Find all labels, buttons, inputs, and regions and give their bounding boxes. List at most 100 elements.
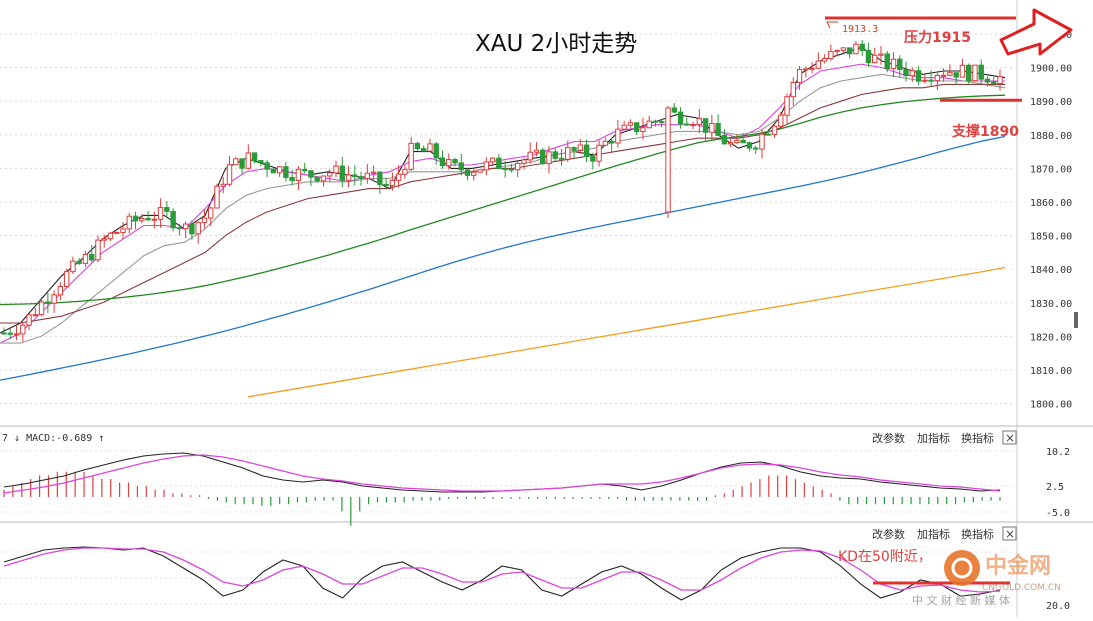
candle-body: [76, 260, 82, 264]
candle-body: [940, 74, 947, 77]
candle-body: [489, 157, 496, 163]
candle-body: [533, 149, 540, 153]
candle-body: [991, 81, 997, 84]
candle-body: [915, 70, 922, 82]
candle-body: [784, 96, 790, 116]
y-tick-label: 1890.00: [1030, 97, 1072, 108]
macd-switch-indicator-button[interactable]: 换指标: [961, 431, 994, 445]
candle-body: [627, 122, 634, 126]
candle-body: [176, 227, 183, 230]
watermark-slogan: 中 文 财 经 新 媒 体: [912, 593, 1010, 607]
candle-body: [358, 176, 364, 179]
candle-body: [95, 239, 101, 261]
candle-body: [114, 231, 120, 234]
kd-lines: [3, 546, 1001, 601]
candle-body: [226, 164, 233, 185]
y-tick-label: 1880.00: [1030, 131, 1072, 142]
candle-body: [352, 174, 358, 178]
main-candlesticks: [1, 39, 1003, 342]
candle-body: [608, 140, 615, 144]
candle-body: [972, 64, 978, 82]
candle-body: [859, 43, 865, 51]
candle-body: [602, 140, 609, 146]
macd-histogram: [3, 471, 1001, 526]
macd-y-tick: -5.0: [1046, 508, 1070, 519]
candle-body: [997, 76, 1003, 84]
macd-y-tick: 10.2: [1046, 447, 1070, 458]
candle-body: [778, 114, 784, 127]
candle-body: [696, 118, 703, 126]
kd-switch-indicator-button[interactable]: 换指标: [961, 527, 994, 541]
candle-body: [345, 174, 352, 181]
candle-body: [615, 128, 621, 144]
candle-body: [965, 64, 972, 82]
kd-grid: [0, 551, 1012, 605]
macd-close-button[interactable]: ×: [1002, 430, 1017, 445]
candle-body: [38, 301, 45, 316]
candle-body: [734, 139, 740, 144]
candle-body: [865, 49, 872, 64]
candle-body: [289, 176, 295, 182]
candle-body: [471, 171, 477, 176]
direction-arrow-icon: [999, 8, 1073, 56]
candle-body: [395, 173, 402, 181]
watermark-brand: 中金网: [985, 553, 1051, 579]
candle-body: [364, 172, 371, 179]
candle-body: [389, 179, 396, 187]
candle-body: [264, 162, 270, 170]
candle-body: [890, 58, 897, 69]
candle-body: [446, 159, 452, 167]
kd-indicator-label: KD在50附近，: [838, 549, 932, 565]
ma-line-2: [0, 73, 1006, 344]
candle-body: [878, 53, 884, 56]
candle-body: [947, 72, 953, 76]
candle-body: [295, 168, 302, 182]
resistance-label: 压力1915: [904, 29, 971, 46]
candle-body: [258, 160, 264, 164]
candle-body: [327, 172, 333, 177]
y-tick-label: 1840.00: [1030, 265, 1072, 276]
candle-body: [82, 253, 89, 264]
main-moving-averages: [0, 46, 1006, 398]
candle-body: [909, 70, 916, 77]
candle-body: [314, 176, 320, 182]
kd-change-params-button[interactable]: 改参数: [872, 527, 905, 541]
main-y-axis: 1800.00 1810.00 1820.00 1830.00 1840.00 1850.…: [1030, 30, 1072, 411]
candle-body: [521, 159, 527, 164]
y-tick-label: 1820.00: [1030, 332, 1072, 343]
candle-body: [283, 166, 289, 178]
candle-body: [621, 124, 627, 130]
candle-body: [872, 54, 878, 64]
kd-add-indicator-button[interactable]: 加指标: [917, 527, 950, 541]
candle-body: [477, 169, 483, 173]
kd-d-line: [3, 547, 1001, 593]
candle-body: [834, 49, 840, 53]
candle-body: [922, 79, 928, 82]
candle-body: [583, 144, 590, 158]
candle-body: [709, 123, 715, 133]
candle-body: [201, 217, 208, 223]
candle-body: [809, 67, 815, 70]
candle-body: [276, 166, 283, 174]
candle-body: [233, 158, 239, 166]
macd-add-indicator-button[interactable]: 加指标: [917, 431, 950, 445]
candle-body: [652, 120, 659, 123]
watermark-logo-icon: [944, 550, 980, 586]
candle-body: [803, 68, 809, 71]
candle-body: [702, 118, 709, 133]
candle-body: [903, 69, 909, 77]
candle-body: [26, 314, 32, 326]
candle-body: [633, 122, 640, 133]
y-tick-label: 1860.00: [1030, 198, 1072, 209]
y-tick-label: 1850.00: [1030, 232, 1072, 243]
candle-body: [552, 151, 558, 159]
macd-lines: [3, 452, 1001, 494]
candle-body: [333, 165, 339, 174]
candle-body: [840, 47, 847, 51]
candle-body: [565, 147, 571, 160]
candle-body: [752, 147, 759, 150]
candle-body: [107, 232, 114, 240]
macd-close-icon: ×: [1005, 431, 1015, 445]
macd-change-params-button[interactable]: 改参数: [872, 431, 905, 445]
kd-close-button[interactable]: ×: [1002, 526, 1017, 541]
